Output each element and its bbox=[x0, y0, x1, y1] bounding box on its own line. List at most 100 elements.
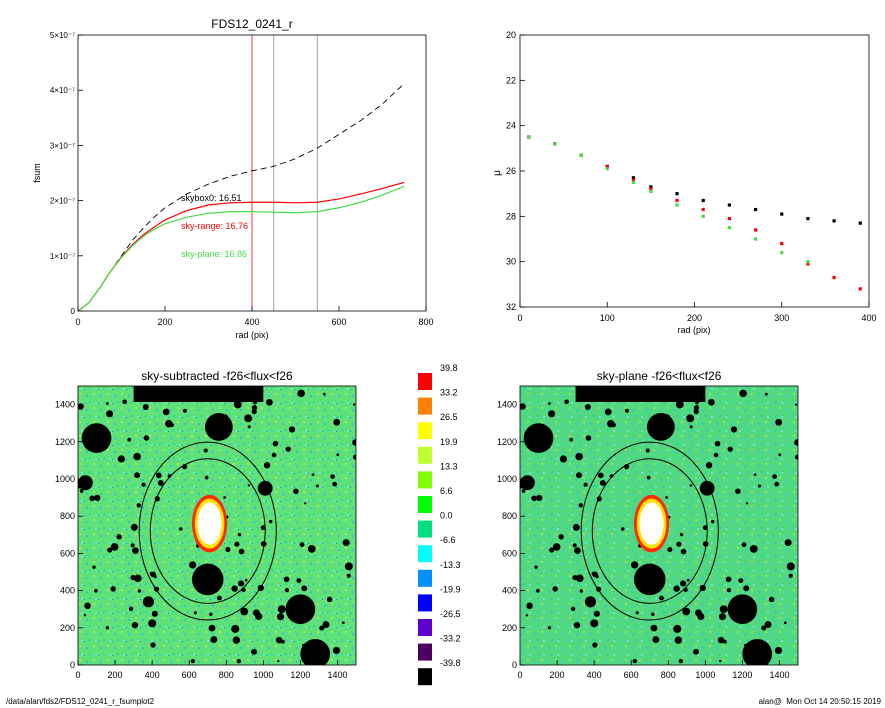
x-tick-label: 1200 bbox=[732, 670, 752, 680]
masked-source bbox=[322, 392, 326, 396]
x-tick-label: 0 bbox=[75, 670, 80, 680]
masked-source bbox=[244, 414, 253, 423]
masked-star bbox=[584, 596, 596, 608]
masked-source bbox=[521, 489, 526, 493]
masked-source bbox=[680, 548, 687, 555]
masked-source bbox=[333, 418, 341, 426]
masked-source bbox=[79, 489, 84, 493]
data-point bbox=[806, 260, 810, 264]
x-tick-label: 800 bbox=[418, 317, 433, 327]
masked-source bbox=[774, 646, 783, 655]
masked-source bbox=[148, 619, 157, 628]
masked-source bbox=[583, 482, 588, 487]
x-tick-label: 1200 bbox=[290, 670, 310, 680]
masked-source bbox=[346, 573, 351, 578]
masked-source bbox=[678, 659, 684, 664]
masked-source bbox=[188, 561, 197, 569]
data-point bbox=[675, 203, 679, 207]
masked-source bbox=[645, 448, 650, 453]
masked-source bbox=[650, 624, 658, 632]
y-tick-label: 30 bbox=[506, 257, 516, 267]
masked-star bbox=[742, 639, 773, 665]
y-tick-label: 600 bbox=[502, 548, 517, 558]
masked-source bbox=[591, 571, 596, 576]
masked-source bbox=[128, 606, 134, 611]
masked-source bbox=[237, 533, 242, 537]
x-tick-label: 1000 bbox=[695, 670, 715, 680]
colorbar-swatch bbox=[418, 373, 432, 390]
masked-source bbox=[730, 426, 738, 433]
y-tick-label: 1400 bbox=[497, 400, 517, 410]
masked-source bbox=[251, 405, 258, 411]
x-tick-label: 300 bbox=[774, 313, 789, 323]
masked-source bbox=[745, 502, 749, 505]
masked-source bbox=[210, 636, 218, 644]
masked-source bbox=[122, 399, 127, 404]
y-tick-label: 2×10⁻⁷ bbox=[50, 197, 75, 206]
masked-source bbox=[208, 624, 216, 632]
masked-source bbox=[597, 472, 604, 479]
masked-source bbox=[707, 398, 715, 406]
masked-source bbox=[676, 541, 682, 547]
data-point bbox=[675, 198, 679, 203]
y-tick-label: 3×10⁻⁷ bbox=[50, 141, 75, 150]
masked-source bbox=[107, 547, 113, 553]
masked-source bbox=[609, 474, 614, 478]
sky-subtracted-image: sky-subtracted -f26<flux<f26 0 200 400 600 8… bbox=[55, 369, 357, 680]
y-tick-label: 0 bbox=[70, 660, 75, 670]
masked-source bbox=[592, 642, 598, 648]
masked-source bbox=[778, 453, 782, 457]
y-tick-label: 1400 bbox=[55, 400, 75, 410]
x-tick-label: 100 bbox=[600, 313, 615, 323]
masked-source bbox=[106, 410, 114, 418]
masked-source bbox=[705, 462, 713, 469]
masked-source bbox=[326, 596, 333, 603]
masked-region bbox=[133, 386, 264, 402]
masked-source bbox=[265, 398, 273, 406]
masked-source bbox=[632, 658, 638, 664]
data-point bbox=[753, 237, 758, 241]
data-point bbox=[780, 241, 784, 246]
masked-source bbox=[204, 475, 209, 480]
masked-source bbox=[232, 636, 241, 644]
x-tick-label: 1400 bbox=[769, 670, 789, 680]
masked-source bbox=[574, 547, 581, 554]
y-tick-label: 200 bbox=[502, 623, 517, 633]
data-point bbox=[553, 142, 557, 146]
masked-source bbox=[526, 602, 533, 610]
masked-source bbox=[105, 402, 109, 405]
x-tick-label: 0 bbox=[517, 670, 522, 680]
masked-source bbox=[288, 426, 296, 433]
masked-star bbox=[699, 480, 715, 496]
masked-source bbox=[569, 437, 574, 442]
y-tick-label: 600 bbox=[60, 548, 75, 558]
data-point bbox=[780, 212, 784, 216]
masked-source bbox=[552, 543, 561, 551]
masked-source bbox=[585, 435, 592, 441]
data-point bbox=[806, 262, 810, 266]
masked-star bbox=[191, 563, 224, 596]
masked-source bbox=[590, 619, 599, 628]
masked-source bbox=[130, 543, 135, 548]
x-tick-label: 1400 bbox=[327, 670, 347, 680]
data-point bbox=[780, 251, 784, 255]
masked-source bbox=[293, 488, 299, 494]
masked-source bbox=[702, 541, 709, 547]
masked-source bbox=[234, 541, 240, 547]
masked-source bbox=[271, 452, 277, 458]
masked-source bbox=[572, 574, 578, 581]
colorbar-label: -6.6 bbox=[440, 535, 456, 545]
masked-source bbox=[116, 534, 122, 540]
masked-source bbox=[105, 626, 110, 630]
data-point bbox=[631, 180, 636, 184]
masked-source bbox=[260, 525, 266, 531]
image-title: sky-subtracted -f26<flux<f26 bbox=[141, 369, 293, 383]
masked-source bbox=[659, 595, 664, 601]
masked-source bbox=[726, 587, 732, 593]
data-point bbox=[649, 185, 653, 189]
colorbar-label: 0.0 bbox=[440, 511, 453, 521]
data-point bbox=[727, 203, 731, 207]
masked-source bbox=[558, 534, 564, 540]
y-tick-label: 28 bbox=[506, 211, 516, 221]
